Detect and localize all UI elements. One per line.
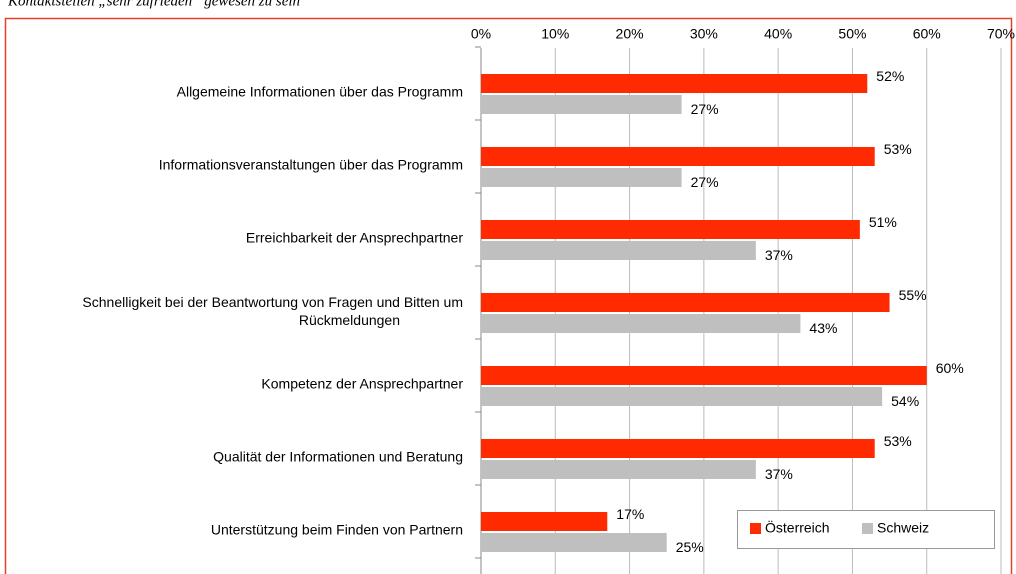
bar bbox=[481, 220, 860, 239]
data-label: 55% bbox=[899, 287, 927, 303]
x-tick-label: 40% bbox=[764, 26, 792, 42]
data-label: 37% bbox=[765, 247, 793, 263]
bar bbox=[481, 512, 608, 531]
y-tick-label: Erreichbarkeit der Ansprechpartner bbox=[246, 230, 463, 246]
data-label: 17% bbox=[616, 506, 644, 522]
x-tick-label: 60% bbox=[913, 26, 941, 42]
bar bbox=[481, 366, 927, 385]
bar bbox=[481, 314, 801, 333]
bar bbox=[481, 168, 682, 187]
y-tick-label: Unterstützung beim Finden von Partnern bbox=[211, 522, 463, 538]
bar bbox=[481, 293, 890, 312]
y-tick-label: Informationsveranstaltungen über das Pro… bbox=[159, 157, 463, 173]
bar bbox=[481, 74, 868, 93]
frame bbox=[4, 17, 1013, 574]
data-label: 25% bbox=[676, 539, 704, 555]
data-label: 53% bbox=[884, 433, 912, 449]
bar bbox=[481, 387, 883, 406]
subtitle: Kontaktstellen „sehr zufrieden“ gewesen … bbox=[7, 0, 300, 9]
legend-label: Schweiz bbox=[877, 520, 929, 536]
x-tick-label: 30% bbox=[690, 26, 718, 42]
data-label: 43% bbox=[809, 320, 837, 336]
x-tick-label: 10% bbox=[541, 26, 569, 42]
legend-swatch bbox=[862, 523, 873, 534]
bar bbox=[481, 439, 875, 458]
x-tick-label: 0% bbox=[471, 26, 491, 42]
y-tick-label: Allgemeine Informationen über das Progra… bbox=[177, 84, 463, 100]
bar bbox=[481, 241, 756, 260]
x-tick-label: 20% bbox=[616, 26, 644, 42]
data-label: 53% bbox=[884, 141, 912, 157]
bar bbox=[481, 147, 875, 166]
y-tick-label: Qualität der Informationen und Beratung bbox=[213, 449, 463, 465]
y-tick-label: Schnelligkeit bei der Beantwortung von F… bbox=[82, 294, 463, 328]
data-label: 37% bbox=[765, 466, 793, 482]
data-label: 27% bbox=[691, 174, 719, 190]
legend-label: Österreich bbox=[765, 519, 830, 536]
bar bbox=[481, 460, 756, 479]
data-label: 60% bbox=[936, 360, 964, 376]
data-label: 52% bbox=[876, 68, 904, 84]
data-label: 54% bbox=[891, 393, 919, 409]
bar bbox=[481, 95, 682, 114]
y-tick-label: Kompetenz der Ansprechpartner bbox=[261, 376, 463, 392]
data-label: 27% bbox=[691, 101, 719, 117]
x-tick-label: 50% bbox=[838, 26, 866, 42]
x-tick-label: 70% bbox=[987, 26, 1015, 42]
data-label: 51% bbox=[869, 214, 897, 230]
bar bbox=[481, 533, 667, 552]
legend-swatch bbox=[750, 523, 761, 534]
